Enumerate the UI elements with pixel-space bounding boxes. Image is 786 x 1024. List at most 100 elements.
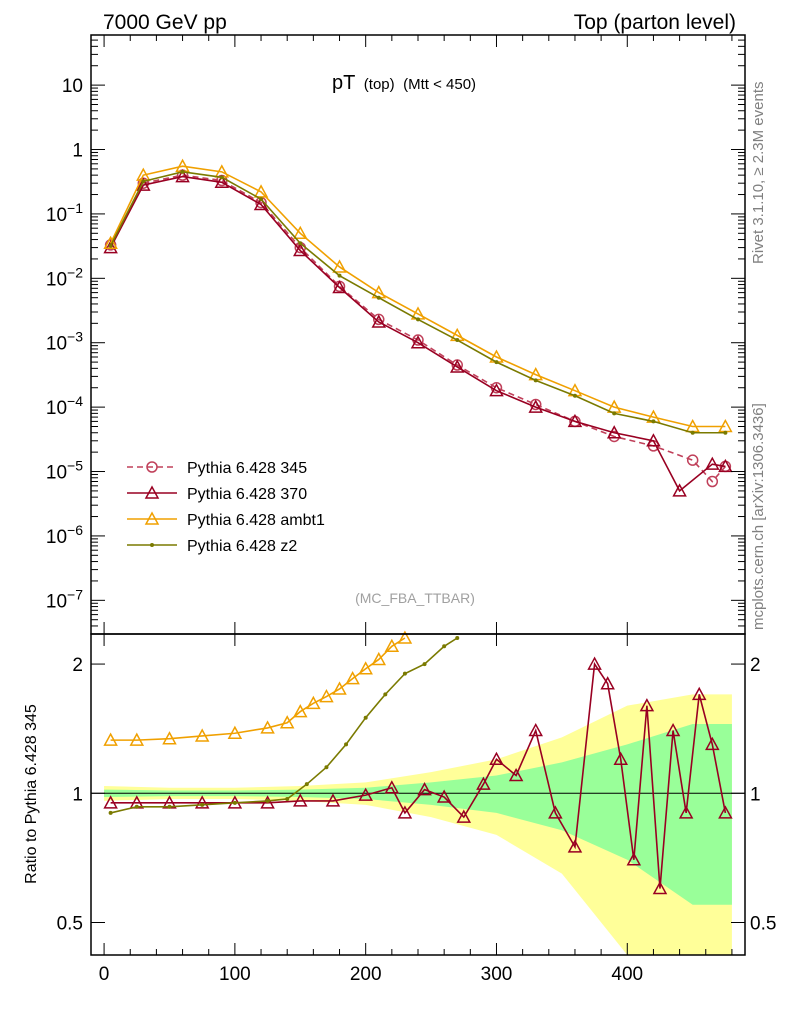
ratio-ytick-label-right: 0.5 [750, 913, 776, 934]
data-point [332, 279, 347, 294]
ratio-point [279, 715, 295, 729]
ratio-point [652, 880, 668, 895]
ratio-point [436, 789, 452, 803]
legend-marker [146, 461, 158, 473]
legend: Pythia 6.428 345 Pythia 6.428 370 Pythia 6… [127, 460, 325, 555]
data-point [103, 235, 118, 250]
data-point [416, 317, 420, 322]
xtick-label: 0 [99, 964, 110, 985]
ratio-point [103, 795, 118, 809]
main-ytick-label: 10−1 [46, 200, 83, 226]
ratio-point [528, 722, 543, 737]
series-line [109, 174, 726, 483]
ratio-series [103, 630, 733, 895]
data-point [108, 243, 113, 248]
main-ytick-label: 10−4 [46, 393, 83, 419]
ratio-point [476, 776, 491, 790]
ratio-point [265, 798, 270, 803]
series-pythia-6.428-370 [103, 169, 733, 497]
ratio-ytick-label: 0.5 [57, 913, 83, 934]
series-pythia-6.428-345 [104, 169, 732, 488]
ratio-bands [91, 694, 745, 955]
ratio-point [600, 676, 615, 690]
ratio-point [626, 852, 642, 866]
title-main: pT [332, 72, 355, 94]
data-point [219, 175, 224, 180]
data-point [723, 430, 728, 435]
legend-item: Pythia 6.428 345 [127, 460, 307, 477]
ratio-point [363, 715, 368, 720]
ratio-series-pythia-6.428-z2 [108, 636, 460, 815]
legend-item: Pythia 6.428 z2 [127, 538, 297, 555]
ratio-point [134, 804, 139, 809]
data-point [332, 259, 347, 273]
ratio-point [345, 671, 360, 685]
data-point [103, 240, 118, 254]
data-point [567, 413, 583, 428]
main-ytick-label: 1 [72, 141, 83, 162]
legend-label: Pythia 6.428 345 [187, 460, 307, 477]
legend-marker [150, 543, 154, 547]
data-point [410, 335, 426, 349]
ratio-line [110, 637, 458, 814]
main-ytick-label: 10−5 [46, 458, 83, 484]
main-ytick-label: 10 [62, 76, 83, 97]
ratio-point [489, 751, 504, 766]
ratio-point [194, 795, 210, 809]
data-point [494, 360, 499, 365]
header-right: Top (parton level) [574, 11, 736, 34]
ratio-point [705, 736, 720, 751]
data-point [293, 225, 308, 240]
data-point [718, 458, 733, 473]
title-sub1: (top) [364, 76, 395, 93]
data-point [572, 393, 577, 398]
data-point [253, 184, 269, 198]
data-point [686, 454, 699, 466]
ratio-point [194, 728, 210, 742]
data-point [455, 338, 460, 343]
ratio-point [129, 732, 145, 746]
ratio-point [384, 638, 400, 653]
ratio-point [384, 780, 400, 794]
ratio-point [397, 805, 413, 819]
xtick-label: 200 [350, 964, 382, 985]
ratio-point [691, 686, 707, 701]
ratio-point [548, 805, 563, 819]
ratio-point [325, 793, 341, 807]
main-ytick-label: 10−3 [46, 329, 83, 355]
data-point [253, 196, 269, 211]
axes: 10 1 10−1 10−2 10−3 10−4 10−5 10−6 10−7 0.5 0.5 1 1 2… [46, 34, 776, 985]
data-point [449, 359, 465, 373]
ratio-point [383, 692, 388, 697]
xtick-label: 400 [611, 964, 643, 985]
data-point [293, 242, 308, 257]
data-point [612, 411, 617, 416]
data-point [489, 383, 504, 397]
series-pythia-6.428-ambt1 [103, 158, 733, 433]
ratio-point [304, 782, 309, 787]
legend-marker [144, 485, 160, 499]
data-point [371, 314, 387, 328]
ratio-point [167, 804, 172, 809]
ratio-ytick-label: 2 [72, 655, 83, 676]
series-line [109, 165, 726, 428]
ratio-point [108, 810, 113, 815]
main-ytick-label: 10−6 [46, 522, 83, 548]
data-point [175, 169, 190, 183]
ratio-point [613, 751, 629, 766]
data-point [646, 433, 661, 447]
data-point [141, 179, 146, 184]
ratio-point [678, 805, 694, 819]
data-point [298, 241, 303, 246]
title-sub2: (Mtt < 450) [403, 76, 476, 93]
data-point [214, 174, 230, 189]
ratio-point [718, 805, 733, 819]
data-point [337, 273, 342, 278]
ratio-point [324, 765, 329, 770]
data-point [136, 177, 151, 191]
ratio-point [358, 661, 373, 675]
ratio-point [285, 796, 290, 801]
ratio-point [306, 695, 321, 710]
header-left: 7000 GeV pp [103, 11, 227, 34]
